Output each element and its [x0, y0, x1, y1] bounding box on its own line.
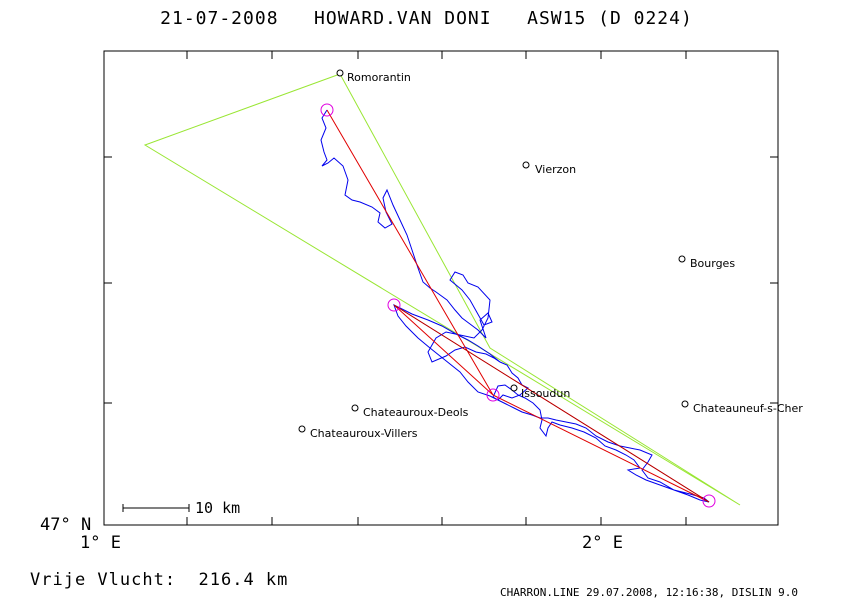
scale-bar	[122, 504, 190, 512]
longitude-label-2e: 2° E	[582, 533, 623, 553]
city-label-issoudun: Issoudun	[521, 387, 571, 400]
city-marker-issoudun	[510, 384, 518, 392]
city-marker-chateauroux-deols	[351, 404, 359, 412]
city-marker-chateauneuf	[681, 400, 689, 408]
flight-route-secondary	[393, 304, 710, 503]
city-marker-bourges	[678, 255, 686, 263]
city-marker-vierzon	[522, 161, 530, 169]
axis-ticks	[103, 51, 778, 526]
city-marker-romorantin	[336, 69, 344, 77]
city-markers	[298, 69, 689, 433]
page-title: 21-07-2008 HOWARD.VAN DONI ASW15 (D 0224…	[160, 8, 693, 29]
turnpoints	[320, 103, 716, 508]
map-frame	[103, 50, 779, 526]
turnpoint-marker	[387, 298, 401, 312]
task-polygon	[143, 73, 741, 506]
flight-route	[326, 109, 710, 503]
city-marker-chateauroux-villers	[298, 425, 306, 433]
city-label-chateauroux-deols: Chateauroux-Deols	[363, 406, 469, 419]
longitude-label-1e: 1° E	[80, 533, 121, 553]
turnpoint-marker	[486, 388, 500, 402]
city-label-romorantin: Romorantin	[347, 71, 411, 84]
city-label-chateauroux-villers: Chateauroux-Villers	[310, 427, 418, 440]
city-label-chateauneuf: Chateauneuf-s-Cher	[693, 402, 803, 415]
turnpoint-marker	[320, 103, 334, 117]
city-label-bourges: Bourges	[690, 257, 736, 270]
latitude-label: 47° N	[40, 515, 92, 535]
turnpoint-marker	[702, 494, 716, 508]
scale-bar-label: 10 km	[195, 499, 241, 517]
free-flight-distance: Vrije Vlucht: 216.4 km	[30, 570, 289, 590]
city-label-vierzon: Vierzon	[535, 163, 577, 176]
flight-track	[320, 109, 710, 503]
credits-line: CHARRON.LINE 29.07.2008, 12:16:38, DISLI…	[500, 586, 799, 599]
